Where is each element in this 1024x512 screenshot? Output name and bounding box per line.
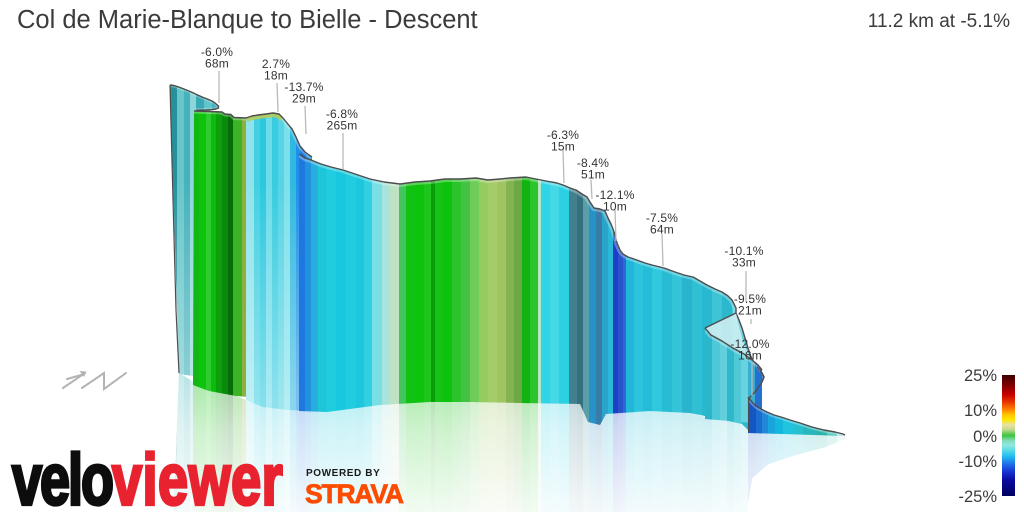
- svg-text:11.2 km at -5.1%: 11.2 km at -5.1%: [868, 11, 1010, 32]
- svg-text:64m: 64m: [650, 223, 674, 237]
- svg-text:-25%: -25%: [958, 488, 997, 506]
- svg-text:-10%: -10%: [958, 453, 997, 471]
- svg-text:-10.1%: -10.1%: [724, 244, 763, 258]
- svg-text:2.7%: 2.7%: [262, 57, 290, 71]
- svg-text:25%: 25%: [964, 367, 997, 385]
- svg-text:-9.5%: -9.5%: [734, 292, 766, 306]
- svg-text:POWERED BY: POWERED BY: [306, 468, 380, 479]
- svg-text:Col de Marie-Blanque to Bielle: Col de Marie-Blanque to Bielle - Descent: [17, 6, 478, 34]
- svg-text:STRAVA: STRAVA: [305, 479, 404, 509]
- svg-text:-6.3%: -6.3%: [547, 128, 579, 142]
- svg-text:16m: 16m: [738, 349, 762, 363]
- svg-text:10%: 10%: [964, 402, 997, 420]
- svg-text:-12.0%: -12.0%: [730, 337, 769, 351]
- svg-text:29m: 29m: [292, 92, 316, 106]
- svg-text:-13.7%: -13.7%: [284, 80, 323, 94]
- svg-text:51m: 51m: [581, 168, 605, 182]
- svg-text:-8.4%: -8.4%: [577, 156, 609, 170]
- svg-text:10m: 10m: [603, 200, 627, 214]
- svg-text:0%: 0%: [973, 428, 997, 446]
- svg-text:-12.1%: -12.1%: [595, 188, 634, 202]
- svg-text:-6.8%: -6.8%: [326, 107, 358, 121]
- svg-text:265m: 265m: [327, 119, 358, 133]
- svg-text:-7.5%: -7.5%: [646, 211, 678, 225]
- svg-text:18m: 18m: [264, 69, 288, 83]
- svg-text:68m: 68m: [205, 57, 229, 71]
- svg-text:veloviewer: veloviewer: [12, 439, 283, 512]
- svg-text:33m: 33m: [732, 256, 756, 270]
- svg-text:-6.0%: -6.0%: [201, 45, 233, 59]
- svg-text:15m: 15m: [551, 140, 575, 154]
- svg-text:21m: 21m: [738, 304, 762, 318]
